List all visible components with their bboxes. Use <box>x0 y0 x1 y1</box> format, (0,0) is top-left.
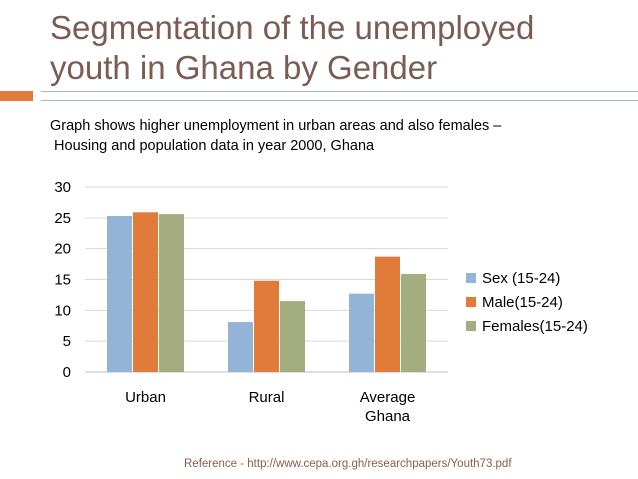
y-tick-label-10: 10 <box>54 302 71 319</box>
legend-swatch-male <box>466 297 476 307</box>
bar-1-rural <box>228 322 253 372</box>
bar-3-urban <box>159 214 184 372</box>
title-divider <box>41 91 638 101</box>
y-tick-label-5: 5 <box>63 333 71 350</box>
x-tick-label-urban-1: Urban <box>125 389 166 406</box>
title-line-1: Segmentation of the unemployed <box>50 9 535 46</box>
x-tick-label-average-ghana-1: Average <box>360 389 416 406</box>
bar-3-average-ghana <box>401 273 426 372</box>
legend-item-females: Females(15-24) <box>466 314 588 338</box>
x-tick-label-rural-1: Rural <box>249 389 285 406</box>
legend-swatch-females <box>466 321 476 331</box>
legend-item-male: Male(15-24) <box>466 290 588 314</box>
subtitle-line-2: Housing and population data in year 2000… <box>50 138 375 154</box>
bar-2-average-ghana <box>375 256 400 372</box>
slide-title: Segmentation of the unemployed youth in … <box>50 8 630 88</box>
title-line-2: youth in Ghana by Gender <box>50 49 438 86</box>
y-tick-label-25: 25 <box>54 210 71 227</box>
y-tick-label-30: 30 <box>54 179 71 196</box>
bar-1-average-ghana <box>349 293 374 372</box>
title-accent-bar <box>0 91 33 101</box>
chart-legend: Sex (15-24) Male(15-24) Females(15-24) <box>466 266 588 338</box>
subtitle-line-1: Graph shows higher unemployment in urban… <box>50 118 502 134</box>
reference-text: Reference - http://www.cepa.org.gh/resea… <box>184 458 512 470</box>
x-tick-label-average-ghana-2: Ghana <box>365 408 411 425</box>
legend-label-females: Females(15-24) <box>482 317 588 335</box>
legend-label-male: Male(15-24) <box>482 293 563 311</box>
bar-2-rural <box>254 280 279 372</box>
legend-swatch-sex <box>466 273 476 283</box>
slide-subtitle: Graph shows higher unemployment in urban… <box>50 116 610 156</box>
y-tick-label-15: 15 <box>54 272 71 289</box>
y-tick-label-20: 20 <box>54 241 71 258</box>
bar-1-urban <box>107 215 132 372</box>
legend-label-sex: Sex (15-24) <box>482 269 561 287</box>
y-tick-label-0: 0 <box>63 364 71 381</box>
bar-3-rural <box>280 301 305 372</box>
legend-item-sex: Sex (15-24) <box>466 266 588 290</box>
bar-2-urban <box>133 212 158 372</box>
